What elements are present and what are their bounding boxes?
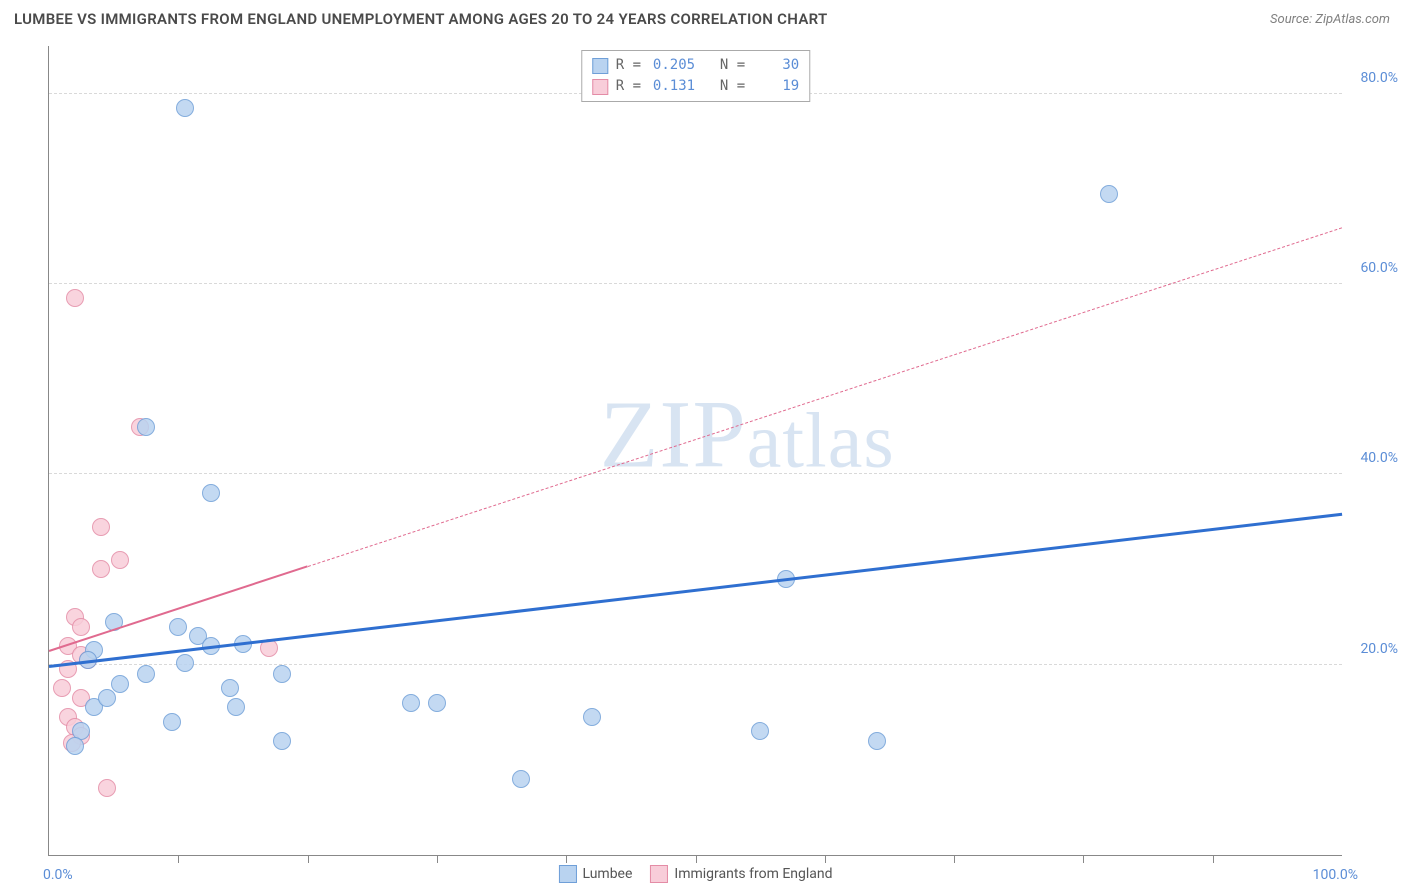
data-point-lumbee — [751, 722, 769, 740]
data-point-england — [98, 779, 116, 797]
data-point-lumbee — [98, 689, 116, 707]
x-axis-max-label: 100.0% — [1313, 867, 1358, 883]
stats-legend: R =0.205 N =30 R =0.131 N =19 — [581, 50, 810, 102]
legend-item-lumbee: Lumbee — [558, 865, 632, 883]
data-point-lumbee — [137, 665, 155, 683]
x-tick — [308, 855, 309, 863]
data-point-lumbee — [176, 99, 194, 117]
x-tick — [1083, 855, 1084, 863]
x-tick — [437, 855, 438, 863]
data-point-england — [72, 618, 90, 636]
legend-item-england: Immigrants from England — [650, 865, 832, 883]
data-point-lumbee — [428, 694, 446, 712]
chart-title: LUMBEE VS IMMIGRANTS FROM ENGLAND UNEMPL… — [14, 10, 828, 28]
data-point-lumbee — [868, 732, 886, 750]
data-point-lumbee — [163, 713, 181, 731]
data-point-lumbee — [176, 654, 194, 672]
data-point-england — [53, 679, 71, 697]
source-label: Source: ZipAtlas.com — [1270, 12, 1390, 27]
stats-row-england: R =0.131 N =19 — [592, 76, 799, 97]
data-point-lumbee — [227, 698, 245, 716]
gridline — [49, 283, 1342, 284]
data-point-england — [66, 289, 84, 307]
data-point-lumbee — [111, 675, 129, 693]
data-point-lumbee — [169, 618, 187, 636]
data-point-lumbee — [512, 770, 530, 788]
data-point-england — [111, 551, 129, 569]
swatch-england — [592, 79, 608, 95]
data-point-lumbee — [1100, 185, 1118, 203]
y-tick-label: 20.0% — [1360, 641, 1398, 657]
x-tick — [178, 855, 179, 863]
data-point-lumbee — [273, 732, 291, 750]
data-point-lumbee — [66, 737, 84, 755]
x-tick — [1213, 855, 1214, 863]
trend-line — [49, 512, 1342, 667]
data-point-lumbee — [137, 418, 155, 436]
swatch-lumbee-icon — [558, 865, 576, 883]
x-axis-min-label: 0.0% — [43, 867, 73, 883]
gridline — [49, 664, 1342, 665]
x-tick — [825, 855, 826, 863]
swatch-england-icon — [650, 865, 668, 883]
data-point-lumbee — [202, 484, 220, 502]
data-point-england — [92, 560, 110, 578]
stats-row-lumbee: R =0.205 N =30 — [592, 55, 799, 76]
legend-label-england: Immigrants from England — [674, 866, 832, 882]
y-tick-label: 60.0% — [1360, 260, 1398, 276]
x-tick — [696, 855, 697, 863]
plot-region: ZIPatlas R =0.205 N =30 R =0.131 N =19 L… — [48, 46, 1342, 856]
y-tick-label: 40.0% — [1360, 450, 1398, 466]
y-tick-label: 80.0% — [1360, 70, 1398, 86]
data-point-lumbee — [402, 694, 420, 712]
gridline — [49, 473, 1342, 474]
data-point-lumbee — [221, 679, 239, 697]
x-tick — [566, 855, 567, 863]
data-point-england — [92, 518, 110, 536]
chart-area: Unemployment Among Ages 20 to 24 years Z… — [48, 46, 1342, 856]
swatch-lumbee — [592, 58, 608, 74]
data-point-lumbee — [273, 665, 291, 683]
data-point-lumbee — [583, 708, 601, 726]
trend-line — [307, 227, 1342, 567]
legend-label-lumbee: Lumbee — [582, 866, 632, 882]
x-tick — [954, 855, 955, 863]
series-legend: Lumbee Immigrants from England — [558, 865, 832, 883]
